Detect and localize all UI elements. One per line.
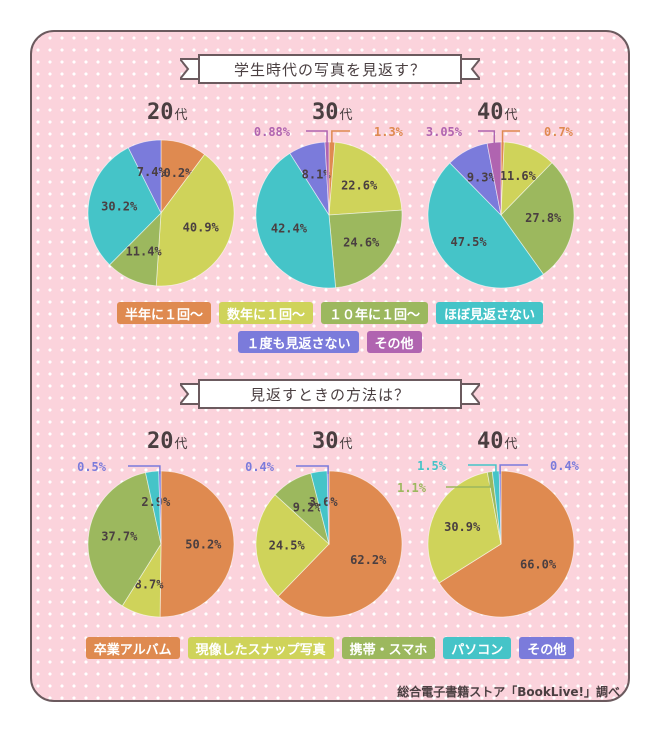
slice-value-label: 0.88% — [254, 125, 291, 139]
section1-title: 学生時代の写真を見返す？ — [198, 54, 462, 84]
slice-value-label: 30.9% — [444, 520, 481, 534]
section1-legend-row-1: 半年に１回〜 数年に１回〜 １０年に１回〜 ほぼ見返さない — [40, 302, 620, 324]
pie-section2-20: 50.2% 8.7% 37.7% 2.9% 0.5% — [77, 460, 235, 618]
callout-line — [331, 130, 350, 145]
slice-value-label: 40.9% — [183, 221, 220, 235]
pie-slice — [427, 162, 545, 289]
slice-value-label: 0.5% — [77, 460, 107, 474]
pie-section2-40: 66.0% 30.9% 1.1% 1.5% 0.4% — [397, 459, 580, 618]
slice-value-label: 22.6% — [341, 178, 378, 192]
pie-slice — [277, 470, 403, 618]
decade-number: 20 — [147, 429, 174, 454]
pie-section1-30: 22.6% 24.6% 42.4% 8.1% 1.3% 0.88% — [254, 125, 404, 289]
callout-line — [501, 130, 520, 145]
decade-number: 30 — [312, 429, 339, 454]
slice-value-label: 0.4% — [550, 459, 580, 473]
legend-few-years: 数年に１回〜 — [218, 302, 313, 324]
slice-value-label: 9.3% — [467, 171, 497, 185]
slice-value-label: 1.3% — [374, 125, 404, 139]
legend-printed-photos: 現像したスナップ写真 — [187, 637, 334, 659]
slice-value-label: 8.1% — [302, 168, 332, 182]
section2-title: 見返すときの方法は？ — [198, 379, 462, 409]
section2-legend-row: 卒業アルバム 現像したスナップ写真 携帯・スマホ パソコン その他 — [40, 637, 620, 659]
decade-unit: 代 — [504, 108, 518, 123]
decade-heading-s1-40: 40 代 — [477, 100, 518, 125]
legend-rarely: ほぼ見返さない — [436, 302, 544, 324]
slice-value-label: 2.9% — [141, 495, 171, 509]
callout-line — [306, 130, 328, 145]
pie-slice — [159, 470, 235, 618]
pie-slice — [500, 162, 575, 275]
slice-value-label: 50.2% — [185, 537, 222, 551]
slice-value-label: 30.2% — [101, 199, 138, 213]
slice-value-label: 0.4% — [245, 460, 275, 474]
legend-graduation-album: 卒業アルバム — [85, 637, 180, 659]
pie-slice — [328, 141, 403, 216]
slice-value-label: 42.4% — [271, 222, 308, 236]
slice-value-label: 7.4% — [137, 165, 167, 179]
callout-line — [296, 465, 329, 474]
decade-unit: 代 — [174, 437, 188, 452]
callout-line — [446, 474, 491, 488]
pie-slice — [255, 494, 330, 597]
slice-value-label: 8.7% — [135, 578, 165, 592]
decade-heading-s1-20: 20 代 — [147, 100, 188, 125]
slice-value-label: 11.4% — [126, 245, 163, 259]
pie-slice — [438, 470, 575, 618]
slice-value-label: 1.1% — [397, 481, 427, 495]
callout-line — [128, 465, 161, 474]
source-credit: 総合電子書籍ストア「BookLive!」調べ — [397, 685, 620, 699]
slice-value-label: 24.6% — [343, 235, 380, 249]
decade-heading-s1-30: 30 代 — [312, 100, 353, 125]
decade-heading-s2-40: 40 代 — [477, 429, 518, 454]
pie-section1-20: 10.2% 40.9% 11.4% 30.2% 7.4% — [87, 139, 235, 287]
legend-half-year: 半年に１回〜 — [116, 302, 211, 324]
callout-line — [478, 130, 496, 146]
legend-other: その他 — [366, 331, 422, 353]
slice-value-label: 3.05% — [426, 125, 463, 139]
pie-slice — [427, 471, 502, 584]
decade-number: 30 — [312, 100, 339, 125]
pie-section2-30: 62.2% 24.5% 9.2%3.6% 0.4% — [245, 460, 403, 618]
slice-value-label: 9.2% — [293, 501, 323, 515]
pie-slice — [87, 472, 162, 607]
pie-slice — [328, 209, 403, 289]
slice-value-label: 10.2% — [156, 166, 193, 180]
slice-value-label: 1.5% — [417, 459, 447, 473]
pie-slice — [255, 152, 337, 289]
slice-value-label: 11.6% — [500, 169, 537, 183]
pie-slice — [127, 139, 162, 214]
slice-value-label: 0.7% — [544, 125, 574, 139]
slice-value-label: 47.5% — [451, 235, 488, 249]
slice-value-label: 3.6% — [309, 495, 339, 509]
slice-value-label: 66.0% — [520, 557, 557, 571]
section1-legend-row-2: １度も見返さない その他 — [40, 331, 620, 353]
legend-smartphone: 携帯・スマホ — [341, 637, 436, 659]
callout-line — [499, 464, 528, 474]
decade-unit: 代 — [504, 437, 518, 452]
decade-heading-s2-20: 20 代 — [147, 429, 188, 454]
slice-value-label: 24.5% — [269, 538, 306, 552]
slice-value-label: 62.2% — [350, 553, 387, 567]
legend-never: １度も見返さない — [238, 331, 359, 353]
decade-unit: 代 — [339, 108, 353, 123]
slice-value-label: 27.8% — [525, 211, 562, 225]
legend-other: その他 — [519, 637, 575, 659]
decade-number: 40 — [477, 429, 504, 454]
decade-number: 40 — [477, 100, 504, 125]
decade-unit: 代 — [339, 437, 353, 452]
slice-value-label: 37.7% — [101, 530, 138, 544]
decade-heading-s2-30: 30 代 — [312, 429, 353, 454]
pie-section1-40: 11.6% 27.8% 47.5% 9.3% 0.7% 3.05% — [426, 125, 575, 289]
legend-ten-years: １０年に１回〜 — [321, 302, 429, 324]
callout-line — [468, 464, 497, 475]
legend-pc: パソコン — [443, 637, 512, 659]
decade-number: 20 — [147, 100, 174, 125]
pie-slice — [155, 153, 235, 287]
decade-unit: 代 — [174, 108, 188, 123]
